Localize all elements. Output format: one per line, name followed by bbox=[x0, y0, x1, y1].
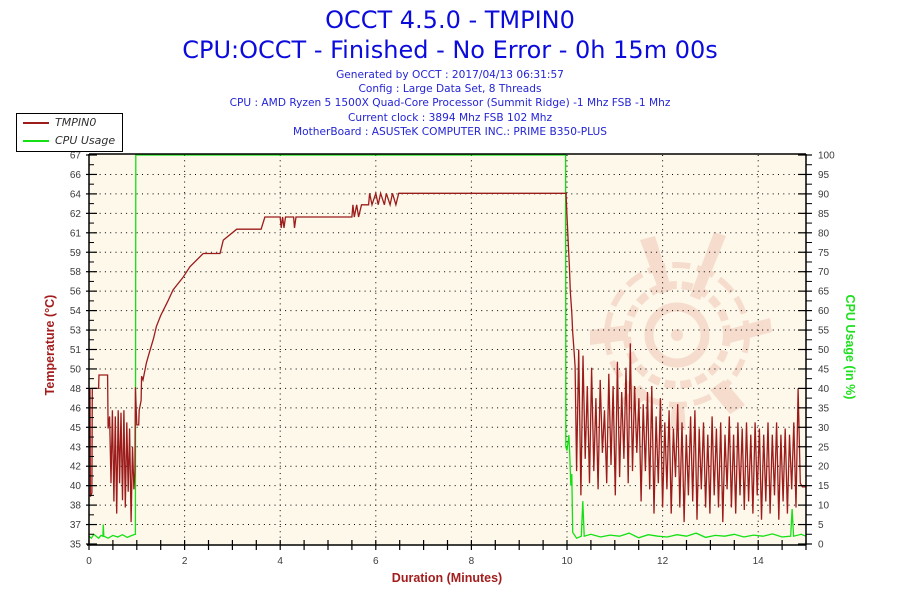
x-axis-title-duration: Duration (Minutes) bbox=[391, 571, 503, 585]
y-tick-label: 64 bbox=[70, 189, 82, 200]
watermark-logo bbox=[590, 232, 772, 430]
chart-title: OCCT 4.5.0 - TMPIN0 bbox=[325, 6, 575, 34]
line-swatch-icon bbox=[23, 140, 49, 142]
plot-area bbox=[89, 154, 806, 545]
y-tick-label: 35 bbox=[70, 540, 82, 551]
y2-tick-label: 55 bbox=[818, 326, 830, 337]
y2-tick-label: 40 bbox=[818, 384, 830, 395]
axes bbox=[86, 153, 812, 550]
y2-tick-label: 50 bbox=[818, 345, 830, 356]
y2-tick-label: 25 bbox=[818, 442, 830, 453]
y2-tick-label: 80 bbox=[818, 228, 830, 239]
legend-label: CPU Usage bbox=[55, 134, 116, 147]
info-generated: Generated by OCCT : 2017/04/13 06:31:57 bbox=[336, 69, 564, 81]
info-motherboard: MotherBoard : ASUSTeK COMPUTER INC.: PRI… bbox=[292, 125, 608, 138]
x-tick-label: 6 bbox=[373, 556, 379, 567]
y-tick-label: 56 bbox=[70, 287, 82, 298]
y-tick-label: 59 bbox=[70, 248, 82, 259]
legend-label: TMPIN0 bbox=[55, 116, 97, 129]
y-tick-label: 62 bbox=[70, 209, 82, 220]
y2-tick-label: 30 bbox=[818, 423, 830, 434]
y2-axis-title-cpu-usage: CPU Usage (in %) bbox=[843, 294, 857, 400]
x-tick-label: 4 bbox=[277, 556, 283, 567]
x-tick-label: 2 bbox=[182, 556, 188, 567]
y2-tick-label: 75 bbox=[818, 248, 830, 259]
y-axis-title-temperature: Temperature (°C) bbox=[43, 294, 57, 396]
y-tick-label: 66 bbox=[70, 170, 82, 181]
legend-item-tmpin0: TMPIN0 bbox=[17, 115, 122, 131]
y2-tick-label: 35 bbox=[818, 403, 830, 414]
line-swatch-icon bbox=[23, 122, 49, 124]
y2-tick-label: 45 bbox=[818, 364, 830, 375]
y-tick-label: 38 bbox=[70, 501, 82, 512]
y-tick-label: 54 bbox=[70, 306, 82, 317]
y2-tick-label: 90 bbox=[818, 189, 830, 200]
y-tick-label: 50 bbox=[70, 364, 82, 375]
tick-labels: 3537384042434546485051535456585961626466… bbox=[70, 151, 835, 568]
y2-tick-label: 65 bbox=[818, 287, 830, 298]
y2-tick-label: 0 bbox=[818, 540, 824, 551]
info-config: Config : Large Data Set, 8 Threads bbox=[358, 83, 542, 96]
info-clock: Current clock : 3894 Mhz FSB 102 Mhz bbox=[347, 111, 553, 124]
y2-tick-label: 10 bbox=[818, 501, 830, 512]
legend-item-cpu-usage: CPU Usage bbox=[17, 133, 122, 149]
y-tick-label: 51 bbox=[70, 345, 82, 356]
series-lines bbox=[88, 154, 807, 540]
y2-tick-label: 100 bbox=[818, 151, 835, 162]
y2-tick-label: 85 bbox=[818, 209, 830, 220]
info-cpu: CPU : AMD Ryzen 5 1500X Quad-Core Proces… bbox=[229, 97, 671, 110]
series-line-cpu-usage bbox=[88, 154, 807, 540]
y2-tick-label: 70 bbox=[818, 267, 830, 278]
x-tick-label: 14 bbox=[753, 556, 765, 567]
y-tick-label: 45 bbox=[70, 423, 82, 434]
y-tick-label: 48 bbox=[70, 384, 82, 395]
y-tick-label: 67 bbox=[70, 151, 82, 162]
y-tick-label: 43 bbox=[70, 442, 82, 453]
legend: TMPIN0 CPU Usage bbox=[16, 113, 123, 152]
y-tick-label: 37 bbox=[70, 520, 82, 531]
y-tick-label: 53 bbox=[70, 326, 82, 337]
y2-tick-label: 15 bbox=[818, 481, 830, 492]
y2-tick-label: 20 bbox=[818, 462, 830, 473]
y-tick-label: 40 bbox=[70, 481, 82, 492]
y-tick-label: 58 bbox=[70, 267, 82, 278]
y-tick-label: 61 bbox=[70, 228, 82, 239]
y2-tick-label: 60 bbox=[818, 306, 830, 317]
x-tick-label: 8 bbox=[469, 556, 475, 567]
y-tick-label: 46 bbox=[70, 403, 82, 414]
system-info: Generated by OCCT : 2017/04/13 06:31:57 … bbox=[0, 68, 900, 139]
series-line-tmpin0 bbox=[89, 190, 806, 523]
y-tick-label: 42 bbox=[70, 462, 82, 473]
x-tick-label: 12 bbox=[657, 556, 669, 567]
x-tick-label: 10 bbox=[561, 556, 573, 567]
chart-subtitle: CPU:OCCT - Finished - No Error - 0h 15m … bbox=[182, 36, 718, 64]
x-tick-label: 0 bbox=[86, 556, 92, 567]
y2-tick-label: 5 bbox=[818, 520, 824, 531]
y2-tick-label: 95 bbox=[818, 170, 830, 181]
